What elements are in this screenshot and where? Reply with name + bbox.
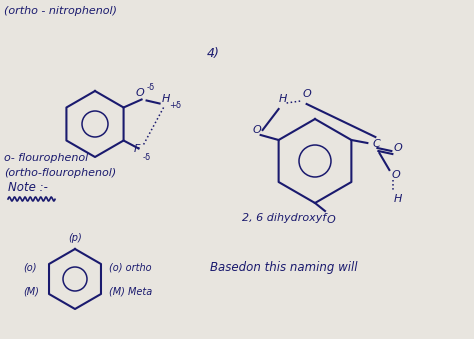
Text: (ortho-flourophenol): (ortho-flourophenol) bbox=[4, 168, 116, 178]
Text: (p): (p) bbox=[68, 233, 82, 243]
Text: +δ: +δ bbox=[170, 100, 182, 109]
Text: F: F bbox=[133, 143, 140, 154]
Text: O: O bbox=[392, 170, 400, 180]
Text: (M) Meta: (M) Meta bbox=[109, 287, 152, 297]
Text: -δ: -δ bbox=[146, 83, 155, 93]
Text: (o) ortho: (o) ortho bbox=[109, 263, 152, 273]
Text: H: H bbox=[393, 194, 402, 204]
Text: -δ: -δ bbox=[143, 154, 151, 162]
Text: O: O bbox=[253, 125, 261, 135]
Text: 4): 4) bbox=[207, 47, 220, 60]
Text: (o): (o) bbox=[23, 263, 36, 273]
Text: H: H bbox=[279, 94, 287, 104]
Text: H: H bbox=[162, 94, 170, 103]
Text: Note :-: Note :- bbox=[8, 181, 48, 194]
Text: O: O bbox=[135, 88, 144, 99]
Text: O: O bbox=[302, 89, 311, 99]
Text: C: C bbox=[373, 139, 380, 149]
Text: (M): (M) bbox=[23, 287, 39, 297]
Text: O: O bbox=[327, 215, 336, 225]
Text: o- flourophenol: o- flourophenol bbox=[4, 153, 88, 163]
Text: Basedon this naming will: Basedon this naming will bbox=[210, 261, 357, 274]
Text: O: O bbox=[393, 143, 402, 153]
Text: 2, 6 dihydroxyf: 2, 6 dihydroxyf bbox=[242, 213, 326, 223]
Text: (ortho - nitrophenol): (ortho - nitrophenol) bbox=[4, 6, 117, 16]
